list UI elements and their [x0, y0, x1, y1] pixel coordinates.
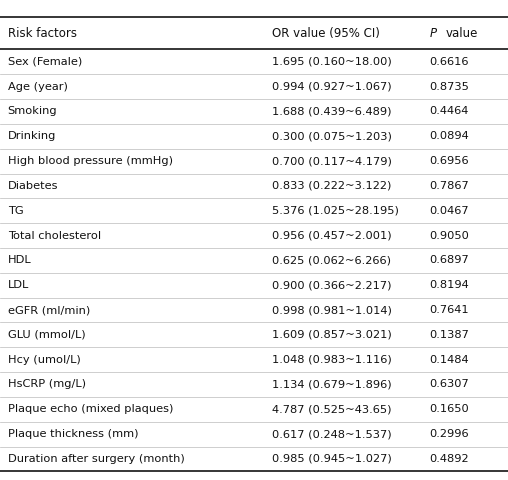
Text: 0.7867: 0.7867: [429, 181, 469, 191]
Text: Plaque thickness (mm): Plaque thickness (mm): [8, 429, 138, 439]
Text: 0.8735: 0.8735: [429, 82, 469, 92]
Text: 0.625 (0.062~6.266): 0.625 (0.062~6.266): [272, 255, 391, 265]
Text: LDL: LDL: [8, 280, 29, 290]
Text: 0.900 (0.366~2.217): 0.900 (0.366~2.217): [272, 280, 391, 290]
Text: 0.994 (0.927~1.067): 0.994 (0.927~1.067): [272, 82, 391, 92]
Text: Hcy (umol/L): Hcy (umol/L): [8, 355, 80, 365]
Text: 0.6307: 0.6307: [429, 380, 469, 389]
Text: 0.6897: 0.6897: [429, 255, 469, 265]
Text: Duration after surgery (month): Duration after surgery (month): [8, 454, 184, 464]
Text: 0.4464: 0.4464: [429, 107, 469, 117]
Text: eGFR (ml/min): eGFR (ml/min): [8, 305, 90, 315]
Text: Smoking: Smoking: [8, 107, 57, 117]
Text: 0.700 (0.117~4.179): 0.700 (0.117~4.179): [272, 156, 392, 166]
Text: HDL: HDL: [8, 255, 31, 265]
Text: 0.998 (0.981~1.014): 0.998 (0.981~1.014): [272, 305, 392, 315]
Text: GLU (mmol/L): GLU (mmol/L): [8, 330, 85, 340]
Text: OR value (95% CI): OR value (95% CI): [272, 26, 379, 40]
Text: Total cholesterol: Total cholesterol: [8, 230, 101, 240]
Text: 0.8194: 0.8194: [429, 280, 469, 290]
Text: 1.688 (0.439~6.489): 1.688 (0.439~6.489): [272, 107, 391, 117]
Text: 1.048 (0.983~1.116): 1.048 (0.983~1.116): [272, 355, 392, 365]
Text: 5.376 (1.025~28.195): 5.376 (1.025~28.195): [272, 206, 399, 216]
Text: 0.1650: 0.1650: [429, 404, 469, 414]
Text: Age (year): Age (year): [8, 82, 68, 92]
Text: Sex (Female): Sex (Female): [8, 57, 82, 67]
Text: 1.134 (0.679~1.896): 1.134 (0.679~1.896): [272, 380, 391, 389]
Text: 0.956 (0.457~2.001): 0.956 (0.457~2.001): [272, 230, 391, 240]
Text: Plaque echo (mixed plaques): Plaque echo (mixed plaques): [8, 404, 173, 414]
Text: 0.833 (0.222~3.122): 0.833 (0.222~3.122): [272, 181, 391, 191]
Text: HsCRP (mg/L): HsCRP (mg/L): [8, 380, 86, 389]
Text: 0.617 (0.248~1.537): 0.617 (0.248~1.537): [272, 429, 391, 439]
Text: High blood pressure (mmHg): High blood pressure (mmHg): [8, 156, 173, 166]
Text: 0.2996: 0.2996: [429, 429, 469, 439]
Text: 0.1484: 0.1484: [429, 355, 469, 365]
Text: 0.6616: 0.6616: [429, 57, 469, 67]
Text: TG: TG: [8, 206, 23, 216]
Text: P: P: [429, 26, 436, 40]
Text: Risk factors: Risk factors: [8, 26, 77, 40]
Text: 0.0894: 0.0894: [429, 132, 469, 141]
Text: value: value: [446, 26, 478, 40]
Text: 0.300 (0.075~1.203): 0.300 (0.075~1.203): [272, 132, 392, 141]
Text: 4.787 (0.525~43.65): 4.787 (0.525~43.65): [272, 404, 391, 414]
Text: 1.695 (0.160~18.00): 1.695 (0.160~18.00): [272, 57, 392, 67]
Text: 0.6956: 0.6956: [429, 156, 469, 166]
Text: 0.1387: 0.1387: [429, 330, 469, 340]
Text: 0.7641: 0.7641: [429, 305, 469, 315]
Text: 0.4892: 0.4892: [429, 454, 469, 464]
Text: 1.609 (0.857~3.021): 1.609 (0.857~3.021): [272, 330, 392, 340]
Text: 0.9050: 0.9050: [429, 230, 469, 240]
Text: Diabetes: Diabetes: [8, 181, 58, 191]
Text: 0.985 (0.945~1.027): 0.985 (0.945~1.027): [272, 454, 392, 464]
Text: Drinking: Drinking: [8, 132, 56, 141]
Text: 0.0467: 0.0467: [429, 206, 469, 216]
